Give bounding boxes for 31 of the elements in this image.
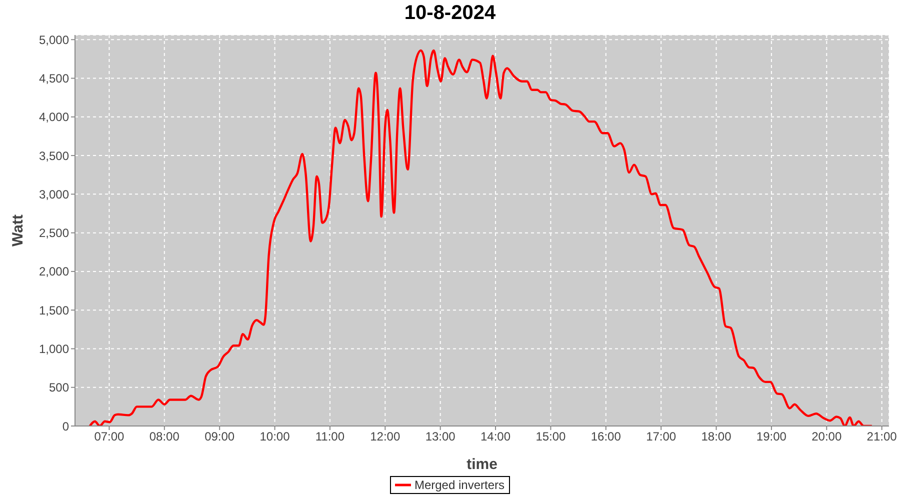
y-tick-label: 3,500 <box>38 148 70 163</box>
y-tick-label: 5,000 <box>38 32 70 47</box>
y-tick-label: 1,000 <box>38 342 70 356</box>
x-tick-label: 16:00 <box>590 430 622 444</box>
line-series <box>88 49 873 426</box>
x-tick-label: 20:00 <box>812 430 842 444</box>
y-tick-label: 0 <box>62 419 70 434</box>
x-tick-label: 08:00 <box>149 430 180 444</box>
x-tick-label: 18:00 <box>701 430 732 444</box>
legend-label: Merged inverters <box>414 478 505 492</box>
x-tick-label: 21:00 <box>866 430 898 444</box>
x-tick-label: 19:00 <box>756 430 787 444</box>
x-axis-title: time <box>466 456 498 473</box>
x-tick-label: 17:00 <box>646 430 676 444</box>
x-tick-label: 15:00 <box>536 430 566 444</box>
chart-title: 10-8-2024 <box>403 2 497 25</box>
x-tick-label: 07:00 <box>94 430 125 444</box>
x-tick-label: 12:00 <box>370 430 400 444</box>
y-tick-label: 500 <box>48 380 70 395</box>
y-tick-label: 4,500 <box>38 72 70 86</box>
x-tick-label: 14:00 <box>480 430 511 444</box>
x-tick-label: 11:00 <box>315 430 345 444</box>
x-tick-label: 13:00 <box>425 430 456 444</box>
y-tick-label: 2,000 <box>38 264 70 279</box>
y-tick-label: 1,500 <box>38 303 70 318</box>
y-axis-title: Watt <box>9 214 26 246</box>
x-tick-label: 10:00 <box>260 430 290 444</box>
y-tick-label: 4,000 <box>38 110 70 124</box>
y-tick-label: 2,500 <box>38 226 70 240</box>
x-tick-label: 09:00 <box>204 430 235 444</box>
y-tick-label: 3,000 <box>38 187 70 202</box>
